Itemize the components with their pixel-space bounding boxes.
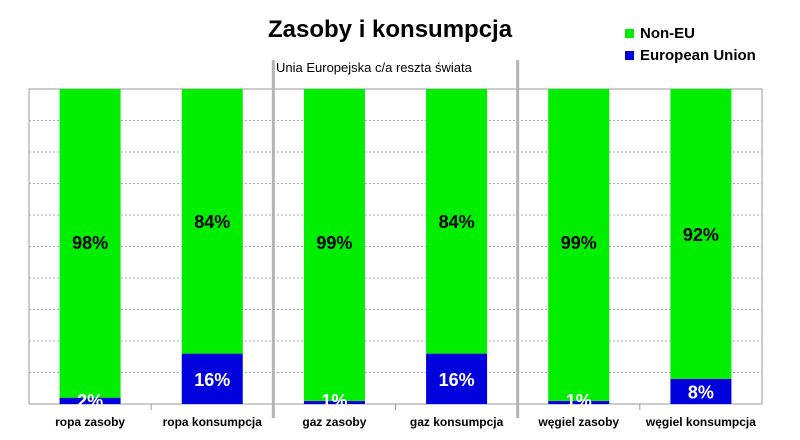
legend-label-non-eu: Non-EU	[640, 24, 695, 42]
bar-non-eu	[426, 89, 488, 354]
bar-european-union	[181, 353, 243, 404]
bar-european-union	[670, 378, 732, 404]
legend-item-european-union: European Union	[625, 44, 756, 66]
legend: Non-EU European Union	[625, 22, 756, 66]
legend-swatch-european-union	[625, 50, 634, 60]
data-label-european-union: 8%	[688, 382, 714, 402]
data-label-european-union: 1%	[566, 391, 592, 411]
bar-non-eu	[181, 89, 243, 354]
category-label: gaz zasoby	[302, 415, 366, 429]
data-label-non-eu: 84%	[439, 212, 475, 232]
bar-european-union	[59, 397, 121, 404]
legend-label-european-union: European Union	[640, 46, 756, 64]
bar-non-eu	[303, 89, 365, 401]
data-label-non-eu: 98%	[72, 233, 108, 253]
category-label: ropa zasoby	[55, 415, 125, 429]
bar-non-eu	[670, 89, 732, 379]
chart-subtitle: Unia Europejska c/a reszta świata	[276, 60, 472, 75]
bar-non-eu	[59, 89, 121, 398]
data-label-european-union: 16%	[439, 370, 475, 390]
legend-item-non-eu: Non-EU	[625, 22, 756, 44]
bar-non-eu	[548, 89, 610, 401]
data-label-european-union: 1%	[321, 391, 347, 411]
category-label: węgiel zasoby	[537, 415, 619, 429]
data-label-european-union: 2%	[77, 391, 103, 411]
category-label: ropa konsumpcja	[163, 415, 263, 429]
data-label-european-union: 16%	[194, 370, 230, 390]
data-label-non-eu: 92%	[683, 225, 719, 245]
category-label: gaz konsumpcja	[410, 415, 504, 429]
legend-swatch-non-eu	[625, 28, 634, 38]
category-label: węgiel konsumpcja	[645, 415, 756, 429]
data-label-non-eu: 99%	[561, 233, 597, 253]
bar-european-union	[548, 400, 610, 404]
bar-european-union	[426, 353, 488, 404]
data-label-non-eu: 84%	[194, 212, 230, 232]
bar-european-union	[303, 400, 365, 404]
data-label-non-eu: 99%	[316, 233, 352, 253]
plot-area	[28, 88, 763, 405]
chart-title: Zasoby i konsumpcja	[268, 16, 513, 43]
